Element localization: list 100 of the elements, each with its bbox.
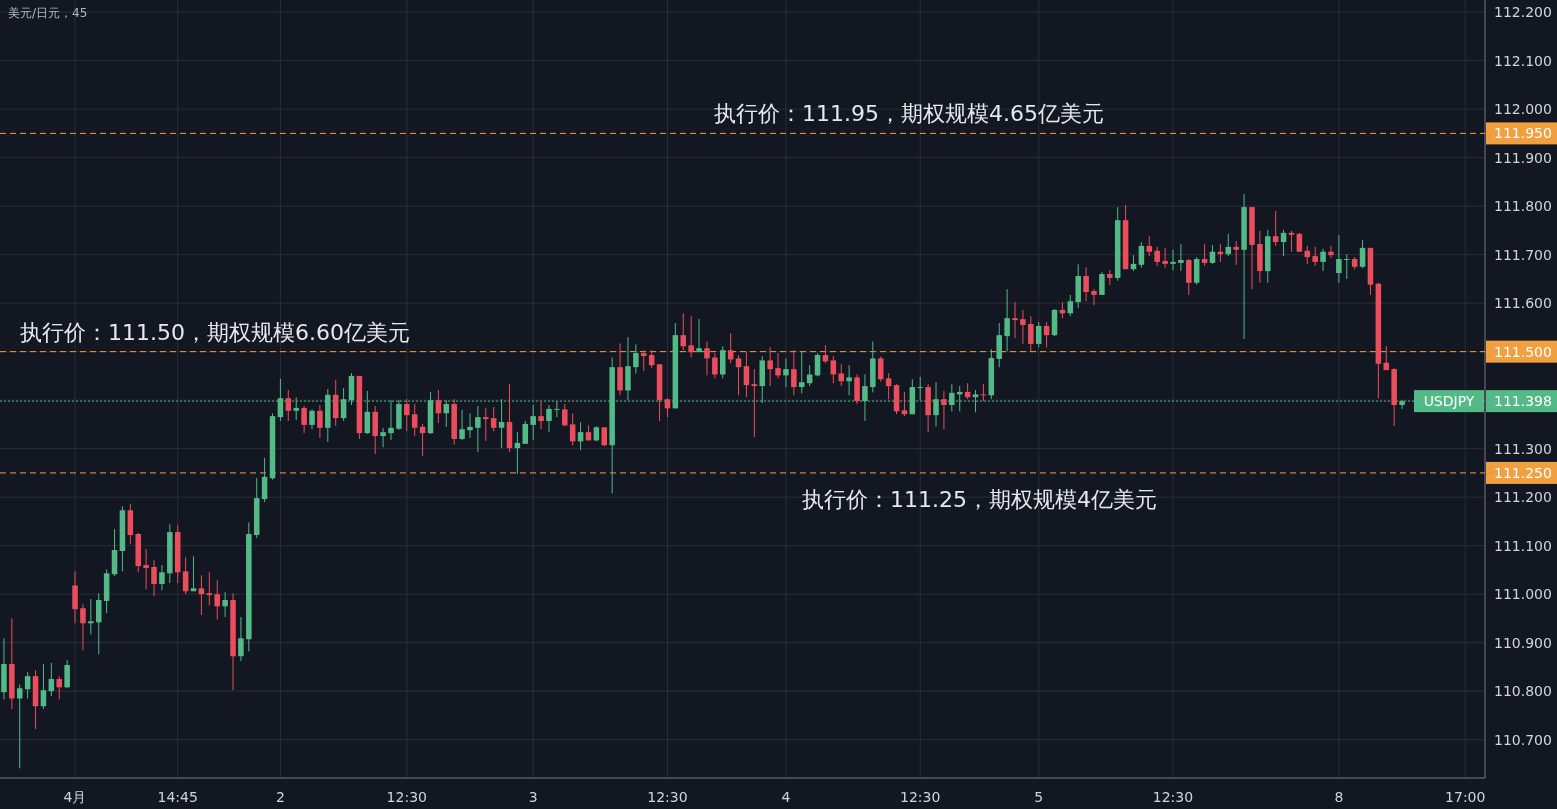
- candlestick: [1233, 240, 1239, 266]
- candlestick: [806, 364, 813, 387]
- candlestick: [530, 404, 536, 441]
- candlestick: [1336, 234, 1342, 284]
- y-tick-label: 112.200: [1494, 4, 1552, 21]
- candlestick: [941, 390, 947, 430]
- candlestick: [490, 406, 497, 432]
- candlestick: [743, 351, 750, 398]
- y-tick-label: 110.800: [1494, 683, 1552, 700]
- x-tick-label: 5: [1034, 789, 1044, 805]
- candlestick: [404, 398, 410, 432]
- candlestick: [885, 372, 892, 400]
- candlestick: [633, 343, 639, 374]
- candlestick: [190, 555, 197, 592]
- candlestick: [846, 364, 852, 396]
- candlestick: [1288, 230, 1295, 253]
- candlestick: [301, 405, 307, 434]
- y-tick-label: 112.000: [1494, 101, 1552, 118]
- candlestick: [1320, 248, 1326, 272]
- annotation: USDJPY: [1423, 393, 1475, 410]
- candlestick: [309, 408, 315, 430]
- candlestick: [546, 404, 552, 433]
- y-tick-label: 110.700: [1494, 731, 1552, 748]
- candlestick: [1193, 256, 1200, 286]
- candlestick: [317, 404, 323, 439]
- ref-line-label: 111.398: [1494, 393, 1552, 410]
- candlestick: [95, 592, 102, 655]
- candlestick: [1201, 243, 1208, 267]
- x-tick-label: 2: [275, 789, 285, 805]
- candlestick: [1067, 294, 1074, 317]
- y-tick-label: 112.100: [1494, 52, 1552, 69]
- candlestick: [1091, 288, 1097, 306]
- candlestick: [151, 559, 157, 597]
- candlestick: [1035, 321, 1042, 348]
- candlestick: [1272, 210, 1279, 247]
- annotation: 执行价：111.25，期权规模4亿美元: [802, 486, 1157, 512]
- candlestick: [1162, 247, 1168, 269]
- candlestick: [1383, 345, 1390, 371]
- x-tick-label: 12:30: [647, 789, 688, 805]
- candlestick: [198, 574, 205, 616]
- candlestick: [798, 350, 805, 394]
- candlestick: [467, 412, 473, 439]
- candlestick: [159, 564, 165, 591]
- candlestick: [712, 352, 718, 379]
- y-tick-label: 111.200: [1494, 489, 1552, 506]
- candlestick: [696, 318, 702, 353]
- candlestick: [238, 616, 244, 662]
- candlestick: [435, 389, 442, 424]
- candlestick: [459, 409, 465, 441]
- candlestick: [617, 342, 623, 396]
- y-tick-label: 111.600: [1494, 295, 1552, 312]
- candlestick: [775, 352, 781, 379]
- candlestick: [767, 346, 773, 387]
- ref-line-label: 111.250: [1494, 464, 1552, 481]
- candlestick: [1146, 235, 1153, 257]
- candlestick: [380, 427, 386, 448]
- candlestick: [838, 363, 844, 387]
- candlestick: [1170, 249, 1176, 271]
- y-tick-label: 111.300: [1494, 440, 1552, 457]
- x-tick-label: 12:30: [386, 789, 427, 805]
- y-tick-label: 111.100: [1494, 537, 1552, 554]
- candlestick: [24, 671, 31, 699]
- candlestick: [483, 407, 489, 442]
- candlestick: [569, 412, 576, 446]
- candlestick: [1028, 315, 1034, 352]
- candlestick: [735, 354, 742, 396]
- candlestick: [704, 340, 710, 376]
- candlestick: [1328, 245, 1334, 259]
- candlestick: [1004, 288, 1010, 352]
- ref-line-label: 111.500: [1494, 343, 1552, 360]
- candlestick: [522, 420, 529, 445]
- text: 美元/日元，45: [8, 6, 88, 20]
- candlestick: [16, 683, 23, 769]
- x-tick-label: 12:30: [1152, 789, 1194, 805]
- candlestick: [688, 315, 694, 358]
- candlestick: [80, 603, 86, 651]
- x-tick-label: 4: [781, 789, 791, 805]
- y-tick-label: 111.800: [1494, 198, 1552, 215]
- candlestick: [1344, 253, 1350, 280]
- candlestick: [40, 663, 47, 710]
- candlestick: [1138, 241, 1145, 269]
- candlestick: [1154, 246, 1160, 267]
- y-tick-label: 111.900: [1494, 149, 1552, 166]
- candlestick: [1020, 309, 1026, 345]
- candlestick: [641, 349, 647, 372]
- candlestick: [901, 391, 908, 417]
- candlestick: [783, 357, 789, 388]
- candlestick: [285, 389, 292, 422]
- candlestick: [143, 548, 149, 590]
- candlestick: [222, 591, 228, 618]
- candlestick: [680, 312, 687, 351]
- y-tick-label: 111.000: [1494, 586, 1552, 603]
- candlestick: [1296, 232, 1303, 253]
- annotation: 执行价：111.50，期权规模6.60亿美元: [20, 319, 410, 345]
- y-tick-label: 111.700: [1494, 246, 1552, 263]
- candlestick: [877, 356, 884, 383]
- x-tick-label: 8: [1334, 789, 1344, 805]
- candlestick: [1312, 246, 1318, 267]
- candlestick: [1178, 243, 1184, 272]
- candlestick: [1186, 258, 1192, 296]
